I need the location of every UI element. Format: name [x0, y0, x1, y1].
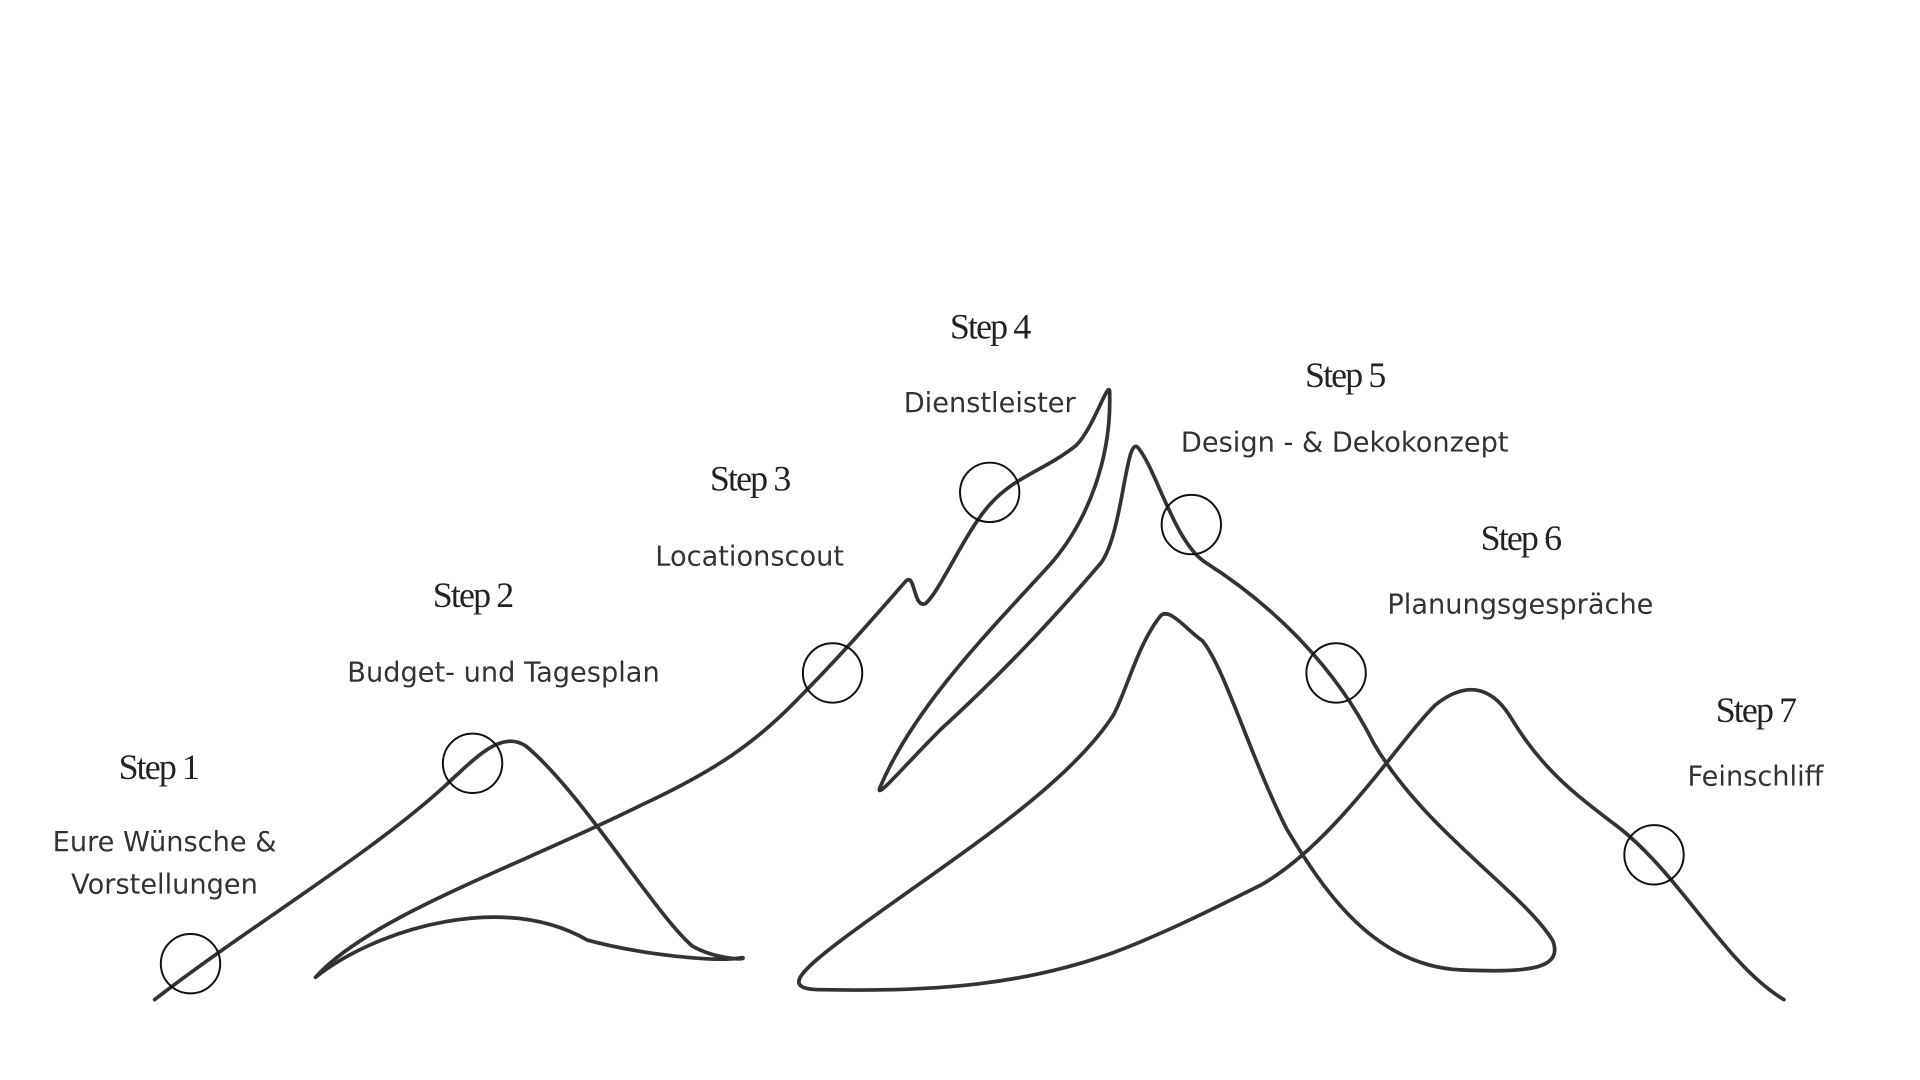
step-marker: [1623, 824, 1685, 886]
step-title: Step 2: [433, 575, 513, 615]
step-title: Step 3: [710, 459, 790, 499]
step-marker: [441, 732, 504, 794]
step-marker: [801, 642, 864, 704]
step-marker: [959, 461, 1021, 524]
step-label: Design - & Dekokonzept: [1181, 428, 1509, 459]
step-marker: [159, 933, 222, 995]
mountain-line: [152, 387, 1786, 1002]
step-label: Dienstleister: [904, 388, 1077, 419]
step-marker: [1305, 642, 1367, 704]
step-title: Step 5: [1305, 355, 1385, 395]
step-label: Planungsgespräche: [1387, 590, 1653, 621]
step-marker: [1160, 493, 1223, 556]
step-label: Locationscout: [655, 541, 844, 572]
step-label: Budget- und Tagesplan: [347, 658, 659, 689]
step-title: Step 6: [1481, 518, 1561, 558]
step-title: Step 4: [950, 307, 1031, 347]
step-label: Feinschliff: [1687, 762, 1824, 793]
step-label: Vorstellungen: [71, 869, 258, 900]
step-title: Step 7: [1716, 690, 1796, 730]
step-label: Eure Wünsche &: [53, 827, 277, 858]
step-title: Step 1: [119, 747, 199, 787]
